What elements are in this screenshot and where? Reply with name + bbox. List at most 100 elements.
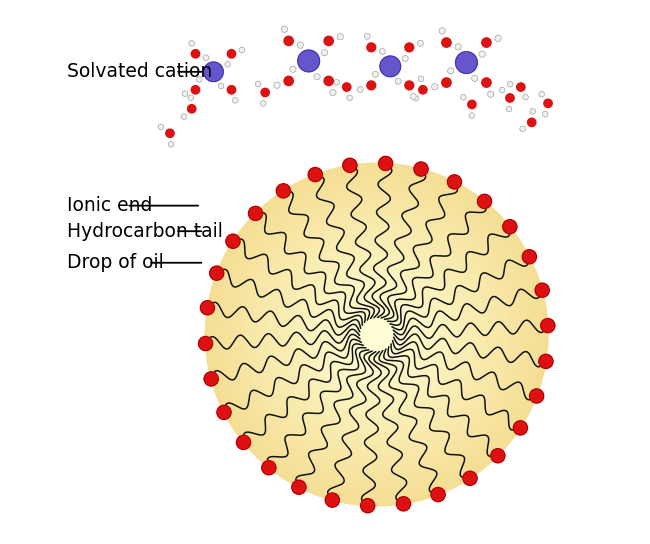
Circle shape	[357, 314, 396, 355]
Circle shape	[380, 56, 400, 77]
Circle shape	[281, 26, 287, 33]
Circle shape	[231, 189, 523, 480]
Circle shape	[237, 195, 517, 474]
Circle shape	[402, 55, 408, 61]
Circle shape	[541, 319, 555, 333]
Circle shape	[359, 318, 394, 352]
Circle shape	[374, 332, 380, 337]
Circle shape	[514, 421, 527, 435]
Circle shape	[222, 181, 531, 489]
Circle shape	[482, 78, 491, 87]
Circle shape	[343, 158, 357, 172]
Circle shape	[277, 234, 476, 435]
Circle shape	[324, 76, 333, 85]
Circle shape	[396, 497, 411, 511]
Circle shape	[259, 218, 494, 452]
Circle shape	[347, 95, 352, 101]
Circle shape	[245, 203, 508, 466]
Circle shape	[203, 55, 209, 60]
Circle shape	[482, 38, 491, 47]
Circle shape	[372, 71, 378, 77]
Circle shape	[294, 252, 460, 417]
Circle shape	[284, 76, 293, 85]
Circle shape	[448, 68, 454, 74]
Circle shape	[410, 94, 416, 100]
Circle shape	[456, 52, 477, 73]
Circle shape	[284, 36, 293, 46]
Circle shape	[204, 372, 218, 386]
Circle shape	[405, 81, 413, 90]
Circle shape	[517, 83, 525, 91]
Circle shape	[255, 81, 261, 86]
Circle shape	[254, 212, 499, 458]
Circle shape	[242, 200, 511, 469]
Circle shape	[367, 81, 376, 90]
Circle shape	[523, 250, 536, 264]
Circle shape	[191, 85, 200, 94]
Circle shape	[311, 269, 443, 400]
Circle shape	[495, 35, 501, 41]
Circle shape	[196, 77, 202, 82]
Circle shape	[188, 95, 194, 101]
Circle shape	[320, 277, 434, 392]
Circle shape	[431, 487, 445, 502]
Circle shape	[321, 50, 328, 55]
Circle shape	[506, 106, 512, 112]
Circle shape	[479, 51, 486, 57]
Circle shape	[218, 83, 224, 89]
Circle shape	[330, 89, 336, 96]
Circle shape	[442, 78, 451, 87]
Circle shape	[300, 257, 454, 412]
Circle shape	[261, 88, 269, 97]
Text: Drop of oil: Drop of oil	[66, 254, 163, 272]
Circle shape	[214, 172, 540, 497]
Circle shape	[419, 85, 427, 94]
Circle shape	[274, 232, 480, 437]
Circle shape	[306, 263, 448, 406]
Circle shape	[191, 50, 200, 58]
Circle shape	[358, 86, 363, 92]
Circle shape	[348, 306, 405, 363]
Circle shape	[168, 141, 174, 147]
Circle shape	[314, 272, 439, 397]
Circle shape	[325, 283, 428, 386]
Circle shape	[208, 166, 545, 503]
Circle shape	[488, 91, 494, 97]
Circle shape	[455, 44, 461, 50]
Circle shape	[334, 292, 419, 378]
Circle shape	[324, 36, 333, 46]
Circle shape	[542, 112, 548, 117]
Circle shape	[283, 240, 471, 429]
Circle shape	[227, 85, 236, 94]
Circle shape	[314, 73, 320, 80]
Circle shape	[226, 183, 528, 486]
Circle shape	[297, 42, 304, 48]
Circle shape	[322, 280, 431, 389]
Text: Hydrocarbon tail: Hydrocarbon tail	[66, 222, 222, 240]
Circle shape	[499, 87, 505, 93]
Circle shape	[530, 389, 544, 403]
Circle shape	[339, 298, 414, 372]
Circle shape	[331, 289, 422, 380]
Circle shape	[337, 34, 343, 40]
Circle shape	[378, 156, 393, 170]
Circle shape	[198, 336, 213, 350]
Circle shape	[405, 43, 413, 52]
Circle shape	[248, 206, 505, 463]
Circle shape	[182, 91, 188, 96]
Circle shape	[363, 320, 391, 349]
Circle shape	[328, 286, 425, 383]
Circle shape	[439, 28, 445, 34]
Circle shape	[414, 162, 428, 176]
Circle shape	[380, 48, 385, 54]
Circle shape	[361, 499, 375, 513]
Circle shape	[261, 101, 266, 106]
Circle shape	[239, 47, 245, 53]
Circle shape	[461, 95, 466, 100]
Circle shape	[263, 220, 491, 449]
Circle shape	[181, 114, 187, 120]
Circle shape	[276, 184, 291, 198]
Circle shape	[528, 118, 536, 127]
Circle shape	[523, 94, 528, 100]
Circle shape	[463, 471, 477, 485]
